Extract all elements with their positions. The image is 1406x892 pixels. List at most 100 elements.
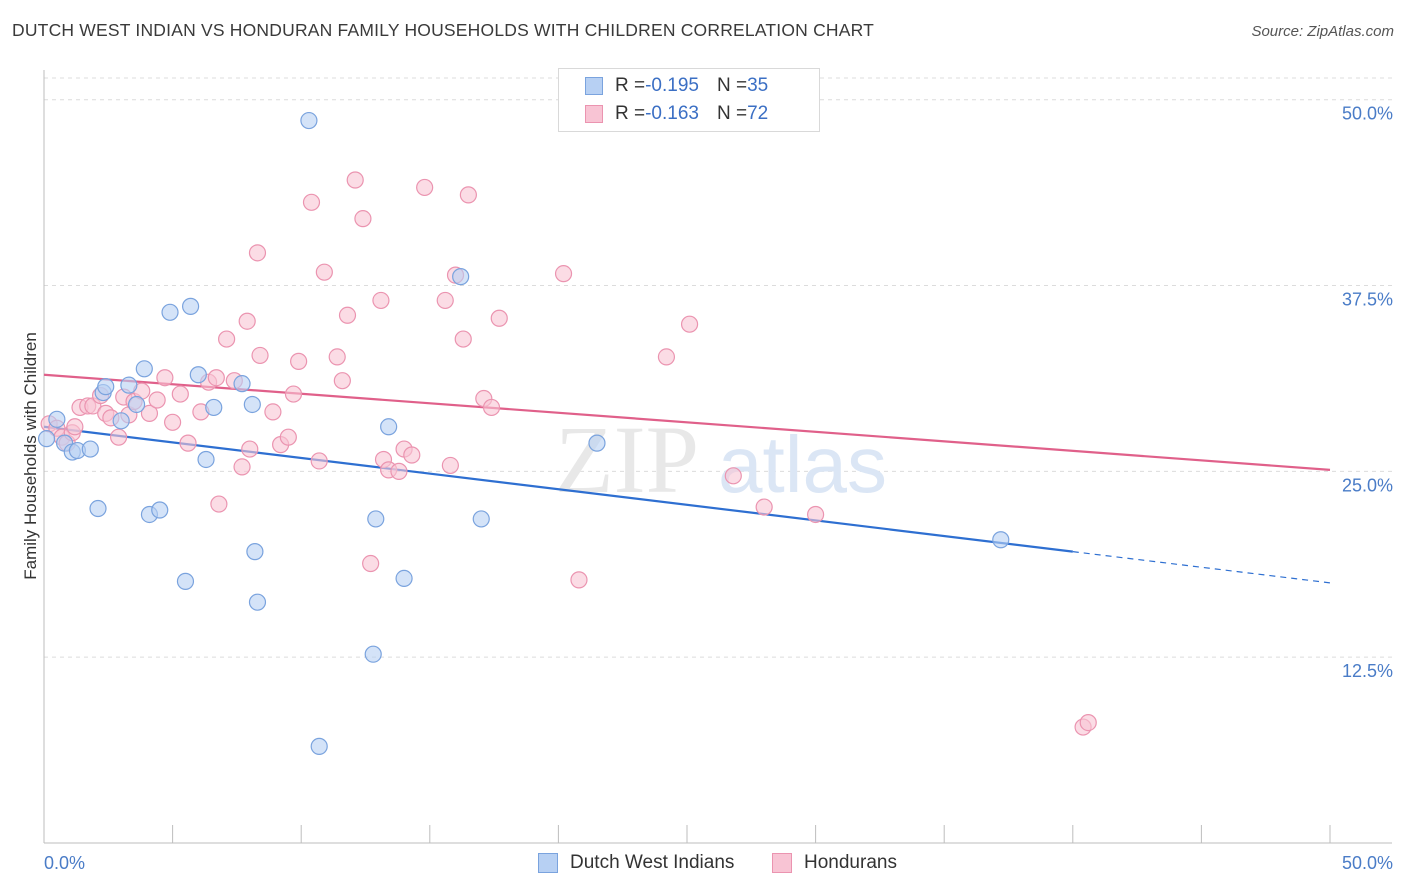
dutch-west-indian-point bbox=[127, 395, 146, 414]
honduran-point bbox=[680, 315, 699, 333]
x-tick-label: 50.0% bbox=[1342, 853, 1393, 873]
n-label: N = bbox=[716, 103, 748, 124]
honduran-point bbox=[148, 391, 166, 409]
legend-item-dutch-west-indians: Dutch West Indians bbox=[538, 852, 734, 874]
honduran-point bbox=[238, 312, 256, 330]
honduran-point bbox=[140, 404, 159, 422]
y-tick-label: 37.5% bbox=[1342, 290, 1393, 310]
dutch-west-indian-point bbox=[161, 303, 179, 321]
honduran-point bbox=[403, 446, 421, 464]
honduran-point bbox=[354, 210, 372, 228]
tick-labels: 12.5% 25.0% 37.5% 50.0% 0.0% 50.0% bbox=[44, 104, 1393, 873]
honduran-point bbox=[210, 495, 228, 513]
honduran-point bbox=[390, 462, 408, 480]
dutch-west-indian-point bbox=[452, 268, 470, 286]
dutch-west-indian-point bbox=[380, 418, 398, 436]
honduran-point bbox=[207, 369, 225, 387]
dutch-west-indian-point bbox=[248, 593, 267, 611]
honduran-point bbox=[328, 348, 346, 366]
dutch-west-indian-point bbox=[300, 111, 318, 130]
dutch-west-indian-point bbox=[310, 737, 328, 755]
dutch-west-indian-point bbox=[233, 375, 251, 393]
dutch-west-indian-point bbox=[472, 510, 490, 528]
dutch-west-indian-point bbox=[135, 360, 153, 378]
dutch-west-indian-point bbox=[89, 499, 107, 518]
dutch-west-indian-point bbox=[367, 510, 385, 528]
trend-line-dutch-west-indians bbox=[43, 425, 1073, 553]
watermark-zip: ZIP bbox=[555, 406, 699, 513]
honduran-point bbox=[171, 385, 189, 403]
honduran-point bbox=[436, 291, 454, 310]
honduran-point bbox=[251, 346, 269, 365]
dutch-west-indian-point bbox=[151, 501, 169, 519]
n-value: 35 bbox=[747, 75, 769, 96]
honduran-point bbox=[454, 330, 472, 348]
honduran-point bbox=[302, 193, 321, 211]
dutch-west-indian-point bbox=[197, 450, 215, 469]
pink-swatch-icon bbox=[585, 105, 603, 123]
n-value: 72 bbox=[747, 103, 769, 124]
honduran-point bbox=[264, 403, 282, 421]
dutch-west-indian-point bbox=[176, 572, 195, 590]
chart-title: DUTCH WEST INDIAN VS HONDURAN FAMILY HOU… bbox=[12, 20, 875, 40]
honduran-point bbox=[482, 398, 501, 417]
honduran-point bbox=[109, 428, 128, 446]
source-label: Source: ZipAtlas.com bbox=[1251, 23, 1394, 40]
dutch-west-indian-point bbox=[97, 378, 115, 396]
legend-label: Hondurans bbox=[804, 852, 897, 873]
dutch-west-indian-point bbox=[182, 297, 200, 315]
honduran-point bbox=[315, 263, 333, 281]
dutch-west-indian-point bbox=[364, 645, 382, 663]
blue-swatch-icon bbox=[585, 77, 603, 95]
honduran-point bbox=[290, 352, 308, 370]
dutch-west-indian-point bbox=[246, 543, 264, 561]
r-value: -0.195 bbox=[645, 75, 699, 96]
honduran-point bbox=[755, 498, 773, 516]
honduran-point bbox=[657, 348, 676, 366]
r-label: R = bbox=[615, 75, 646, 96]
honduran-point bbox=[164, 413, 182, 431]
grid-lines bbox=[44, 77, 1392, 658]
legend-row-dutch-west-indians: R = -0.195 N = 35 bbox=[585, 73, 768, 99]
trend-line-hondurans bbox=[43, 373, 1331, 471]
honduran-point bbox=[1079, 713, 1097, 732]
legend-item-hondurans: Hondurans bbox=[772, 852, 897, 874]
legend-row-hondurans: R = -0.163 N = 72 bbox=[585, 101, 768, 127]
n-label: N = bbox=[716, 75, 748, 96]
dutch-west-indian-point bbox=[243, 395, 261, 414]
honduran-point bbox=[241, 440, 259, 458]
dutch-west-indian-point bbox=[395, 569, 413, 587]
honduran-point bbox=[346, 171, 364, 189]
honduran-point bbox=[724, 467, 742, 485]
dutch-west-indian-point bbox=[112, 412, 130, 430]
y-axis-label: Family Households with Children bbox=[21, 332, 40, 580]
honduran-point bbox=[806, 505, 825, 524]
y-tick-label: 25.0% bbox=[1342, 475, 1393, 495]
honduran-point bbox=[554, 265, 573, 283]
honduran-point bbox=[218, 330, 236, 348]
honduran-point bbox=[233, 458, 251, 476]
honduran-point bbox=[441, 456, 459, 475]
axes bbox=[43, 70, 1392, 844]
dutch-west-indian-point bbox=[205, 398, 223, 417]
blue-swatch-icon bbox=[538, 853, 558, 873]
honduran-point bbox=[279, 428, 297, 446]
dutch-west-indian-point bbox=[120, 376, 138, 394]
honduran-point bbox=[372, 291, 390, 310]
trend-lines bbox=[43, 373, 1331, 584]
dutch-west-indian-point bbox=[37, 430, 56, 448]
dutch-west-indian-point bbox=[588, 434, 606, 452]
honduran-point bbox=[66, 418, 84, 436]
honduran-point bbox=[338, 306, 357, 324]
data-points bbox=[37, 111, 1097, 755]
trend-line-dutch-west-indians-extension bbox=[1072, 551, 1331, 584]
dutch-west-indian-point bbox=[189, 366, 207, 384]
legend-label: Dutch West Indians bbox=[570, 852, 735, 873]
x-tick-label: 0.0% bbox=[44, 853, 85, 873]
honduran-point bbox=[284, 385, 303, 403]
honduran-point bbox=[156, 369, 174, 387]
dutch-west-indian-point bbox=[992, 531, 1010, 549]
r-label: R = bbox=[615, 103, 646, 124]
series-legend: Dutch West Indians Hondurans bbox=[0, 852, 1406, 878]
